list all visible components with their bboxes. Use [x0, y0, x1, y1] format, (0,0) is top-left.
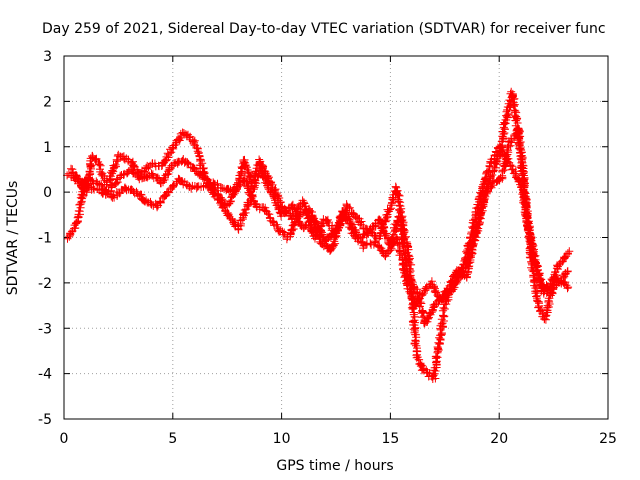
plus-marker-run — [257, 164, 276, 197]
plus-marker-run — [113, 167, 133, 183]
plus-marker-run — [277, 201, 296, 221]
x-tick-label: 25 — [599, 431, 617, 447]
plus-marker-run — [305, 204, 325, 246]
plus-marker-run — [252, 200, 270, 215]
plus-marker-run — [559, 267, 572, 282]
y-tick-label: 1 — [43, 140, 52, 156]
x-tick-label: 15 — [381, 431, 399, 447]
y-tick-label: -4 — [38, 367, 52, 383]
plus-marker-run — [169, 128, 187, 152]
plus-marker-run — [420, 303, 438, 328]
plus-marker-run — [85, 182, 107, 197]
plus-marker-run — [553, 257, 567, 270]
x-tick-label: 10 — [273, 431, 291, 447]
plus-marker-run — [67, 164, 85, 186]
plus-marker-run — [153, 188, 171, 212]
plus-marker-run — [462, 230, 480, 282]
plus-marker-run — [189, 136, 205, 170]
plus-marker-run — [428, 303, 449, 383]
plus-marker-run — [392, 233, 410, 281]
plus-marker-run — [454, 266, 469, 280]
plus-marker-run — [338, 207, 357, 238]
chart-title: Day 259 of 2021, Sidereal Day-to-day VTE… — [42, 21, 606, 37]
plus-marker-run — [157, 161, 177, 188]
plus-marker-run — [342, 200, 362, 223]
plus-marker-run — [102, 152, 122, 189]
x-tick-label: 20 — [490, 431, 508, 447]
plus-marker-run — [410, 289, 427, 310]
plus-marker-run — [522, 216, 541, 272]
plus-marker-run — [550, 276, 566, 292]
y-axis-label: SDTVAR / TECUs — [5, 181, 21, 296]
plot-frame — [63, 55, 609, 420]
data-points-layer — [63, 87, 574, 383]
plus-marker-run — [514, 124, 532, 223]
series-track-C — [67, 124, 572, 310]
y-tick-label: -3 — [38, 321, 52, 337]
plus-marker-run — [560, 278, 573, 293]
y-tick-label: -1 — [38, 231, 52, 247]
ticks-layer: 0 5 10 15 20 25 -5 -4 -3 -2 -1 0 1 2 3 — [38, 49, 617, 447]
plus-marker-run — [496, 138, 515, 183]
plus-marker-run — [349, 228, 368, 250]
plus-marker-run — [400, 273, 418, 310]
plus-marker-run — [261, 206, 282, 231]
y-tick-label: -5 — [38, 412, 52, 428]
x-tick-label: 5 — [168, 431, 177, 447]
x-axis-label: GPS time / hours — [276, 458, 393, 474]
plus-marker-run — [479, 179, 497, 200]
plus-marker-run — [394, 212, 412, 276]
plus-marker-run — [435, 284, 452, 305]
plus-marker-run — [211, 186, 232, 218]
plus-marker-run — [63, 219, 81, 243]
plus-marker-run — [282, 212, 302, 244]
plus-marker-run — [471, 193, 488, 237]
plus-marker-run — [326, 207, 347, 254]
plus-marker-run — [488, 175, 504, 187]
plus-marker-run — [560, 247, 574, 263]
y-tick-label: 0 — [43, 185, 52, 201]
y-tick-label: 2 — [43, 94, 52, 110]
plus-marker-run — [412, 350, 427, 374]
plus-marker-run — [179, 129, 199, 147]
plus-marker-run — [240, 174, 260, 209]
x-tick-label: 0 — [60, 431, 69, 447]
plus-marker-run — [179, 155, 198, 172]
y-tick-label: -2 — [38, 276, 52, 292]
y-tick-label: 3 — [43, 49, 52, 65]
